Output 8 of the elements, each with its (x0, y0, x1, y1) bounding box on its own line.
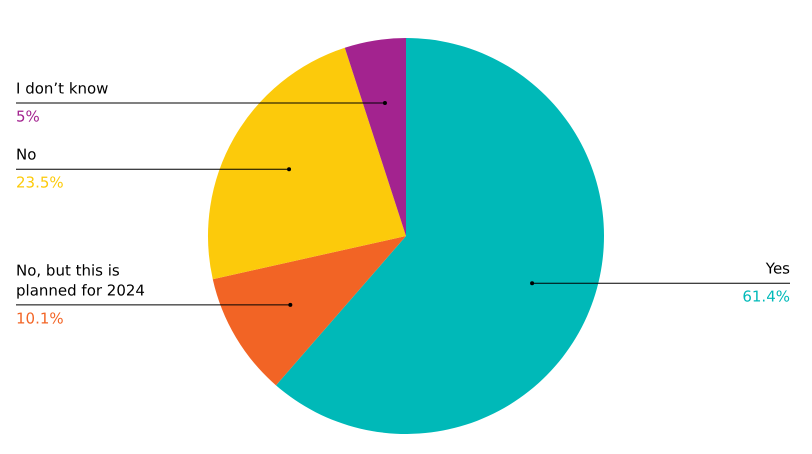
slice-label: I don’t know (16, 79, 108, 98)
slice-label: No (16, 146, 36, 164)
data-label: 10.1% (16, 309, 64, 328)
data-label: 23.5% (16, 174, 64, 192)
data-label: 61.4% (742, 288, 790, 306)
slice-label: No, but this is planned for 2024 (16, 261, 145, 300)
slice-label: Yes (764, 260, 790, 278)
data-label: 5% (16, 107, 40, 126)
